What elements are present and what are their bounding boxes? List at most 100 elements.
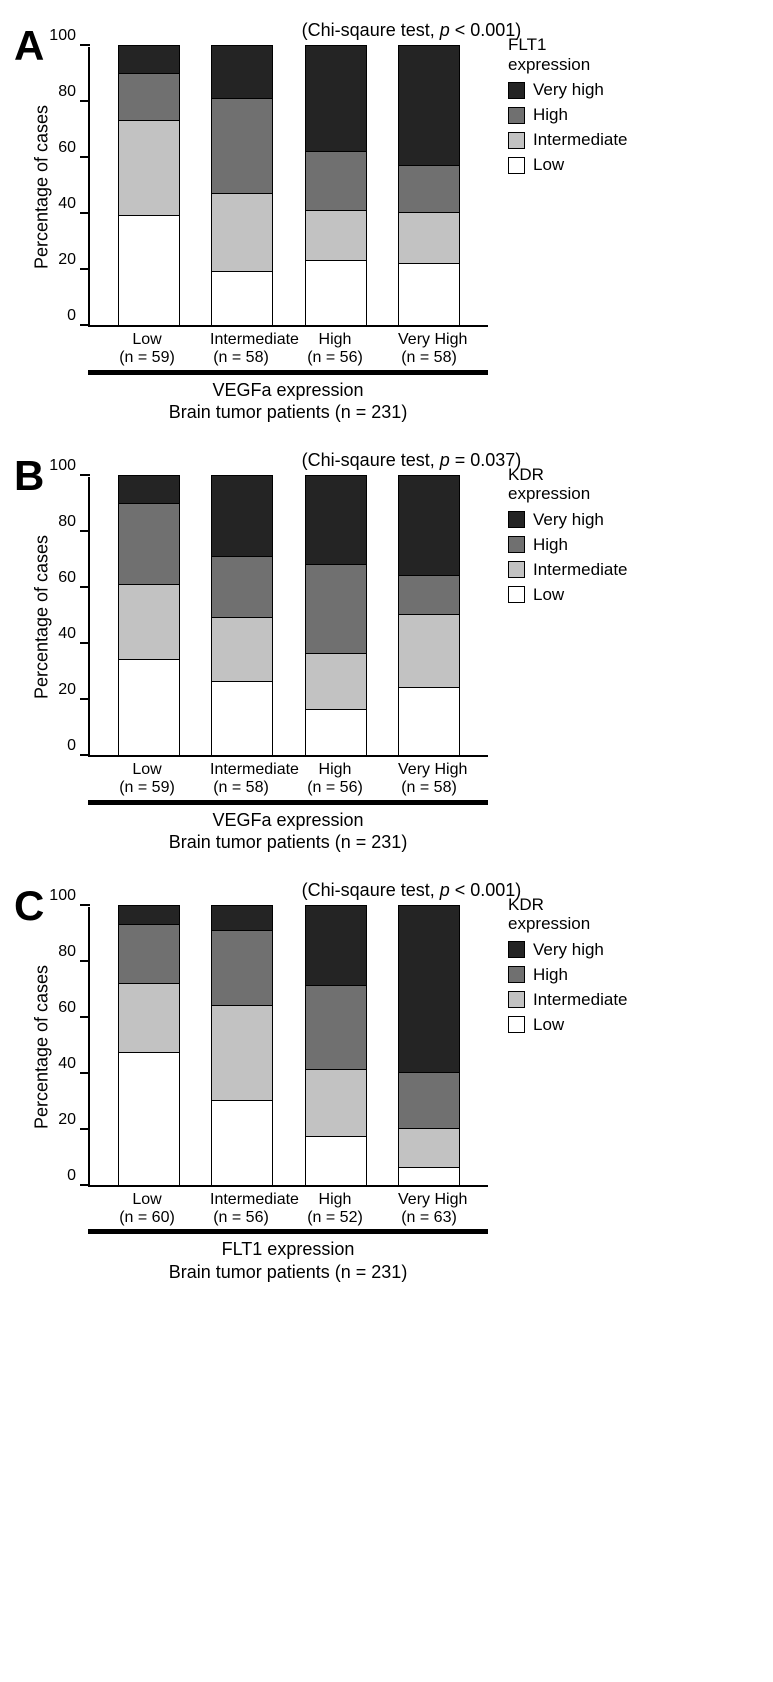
bar-segment bbox=[399, 213, 459, 263]
chart-area: 020406080100 bbox=[88, 477, 488, 757]
bar-segment bbox=[212, 46, 272, 99]
bar-segment bbox=[212, 1006, 272, 1101]
stat-prefix: (Chi-sqaure test, bbox=[302, 450, 440, 470]
x-label-line: (n = 58) bbox=[210, 349, 272, 367]
bar-segment bbox=[119, 476, 179, 504]
chi-square-label: (Chi-sqaure test, p < 0.001) bbox=[10, 880, 763, 901]
x-axis-title-line: Brain tumor patients (n = 231) bbox=[88, 831, 488, 854]
bar-segment bbox=[399, 1168, 459, 1185]
x-axis-title-line: Brain tumor patients (n = 231) bbox=[88, 1261, 488, 1284]
bar-segment bbox=[212, 557, 272, 618]
y-tick-label: 80 bbox=[58, 513, 90, 531]
x-axis-underline bbox=[88, 800, 488, 805]
legend-item: High bbox=[508, 105, 628, 125]
bar-segment bbox=[212, 618, 272, 682]
legend-swatch bbox=[508, 561, 525, 578]
legend-label: Very high bbox=[533, 940, 604, 960]
x-tick-label: Low(n = 60) bbox=[116, 1191, 178, 1228]
bar-segment bbox=[306, 986, 366, 1070]
legend-item: High bbox=[508, 535, 628, 555]
x-tick-label: High(n = 56) bbox=[304, 331, 366, 368]
legend-swatch bbox=[508, 966, 525, 983]
bar-segment bbox=[119, 906, 179, 926]
x-tick-label: Low(n = 59) bbox=[116, 331, 178, 368]
legend-label: Intermediate bbox=[533, 990, 628, 1010]
legend: FLT1expressionVery highHighIntermediateL… bbox=[508, 35, 628, 180]
x-axis-underline bbox=[88, 370, 488, 375]
legend-item: Intermediate bbox=[508, 560, 628, 580]
y-tick-label: 0 bbox=[67, 307, 90, 325]
y-tick-label: 100 bbox=[49, 887, 90, 905]
x-axis-title: FLT1 expressionBrain tumor patients (n =… bbox=[88, 1238, 488, 1283]
x-label-line: Intermediate bbox=[210, 1191, 272, 1209]
bar-segment bbox=[306, 1070, 366, 1137]
x-label-line: (n = 60) bbox=[116, 1209, 178, 1227]
legend: KDRexpressionVery highHighIntermediateLo… bbox=[508, 465, 628, 610]
y-tick-label: 40 bbox=[58, 1055, 90, 1073]
bar-segment bbox=[119, 504, 179, 585]
x-label-line: (n = 63) bbox=[398, 1209, 460, 1227]
stat-p: p bbox=[440, 450, 450, 470]
legend-item: Low bbox=[508, 585, 628, 605]
legend-item: Intermediate bbox=[508, 130, 628, 150]
y-axis-label: Percentage of cases bbox=[32, 535, 53, 699]
y-axis-label: Percentage of cases bbox=[32, 965, 53, 1129]
x-label-line: Very High bbox=[398, 761, 460, 779]
legend-label: Low bbox=[533, 1015, 564, 1035]
legend-title-line: KDR bbox=[508, 895, 628, 915]
bar-segment bbox=[119, 121, 179, 216]
bar-segment bbox=[119, 216, 179, 325]
x-axis-title: VEGFa expressionBrain tumor patients (n … bbox=[88, 379, 488, 424]
legend-swatch bbox=[508, 991, 525, 1008]
y-tick-label: 40 bbox=[58, 195, 90, 213]
stat-p: p bbox=[440, 880, 450, 900]
bar-segment bbox=[212, 272, 272, 325]
x-labels: Low(n = 60)Intermediate(n = 56)High(n = … bbox=[88, 1187, 488, 1228]
panel-A: A(Chi-sqaure test, p < 0.001)Percentage … bbox=[10, 20, 763, 424]
stat-prefix: (Chi-sqaure test, bbox=[302, 20, 440, 40]
x-label-line: High bbox=[304, 761, 366, 779]
x-label-line: High bbox=[304, 1191, 366, 1209]
bar-segment bbox=[399, 46, 459, 166]
x-label-line: (n = 59) bbox=[116, 779, 178, 797]
y-tick-label: 0 bbox=[67, 737, 90, 755]
legend-swatch bbox=[508, 536, 525, 553]
bar-segment bbox=[399, 476, 459, 576]
x-label-line: (n = 58) bbox=[210, 779, 272, 797]
x-tick-label: Intermediate(n = 58) bbox=[210, 331, 272, 368]
x-tick-label: Intermediate(n = 58) bbox=[210, 761, 272, 798]
bar-segment bbox=[306, 261, 366, 325]
bar-segment bbox=[306, 710, 366, 755]
x-label-line: Very High bbox=[398, 331, 460, 349]
x-axis-title-line: VEGFa expression bbox=[88, 809, 488, 832]
legend-title-line: expression bbox=[508, 55, 628, 75]
bar-segment bbox=[399, 615, 459, 688]
bar-segment bbox=[212, 931, 272, 1006]
y-tick-label: 20 bbox=[58, 681, 90, 699]
bar-segment bbox=[306, 476, 366, 565]
legend-item: Very high bbox=[508, 510, 628, 530]
legend-title-line: FLT1 bbox=[508, 35, 628, 55]
legend-label: High bbox=[533, 965, 568, 985]
stacked-bar bbox=[398, 905, 460, 1185]
x-tick-label: Very High(n = 63) bbox=[398, 1191, 460, 1228]
stacked-bar bbox=[398, 475, 460, 755]
bar-segment bbox=[119, 46, 179, 74]
legend-item: Very high bbox=[508, 940, 628, 960]
x-label-line: Low bbox=[116, 331, 178, 349]
legend-swatch bbox=[508, 1016, 525, 1033]
legend: KDRexpressionVery highHighIntermediateLo… bbox=[508, 895, 628, 1040]
bar-segment bbox=[399, 166, 459, 213]
x-tick-label: Very High(n = 58) bbox=[398, 761, 460, 798]
x-axis-title: VEGFa expressionBrain tumor patients (n … bbox=[88, 809, 488, 854]
legend-label: Very high bbox=[533, 510, 604, 530]
bar-segment bbox=[212, 906, 272, 931]
bar-segment bbox=[399, 264, 459, 325]
legend-swatch bbox=[508, 586, 525, 603]
x-labels: Low(n = 59) Intermediate(n = 58) High(n = … bbox=[88, 327, 488, 368]
x-axis-underline bbox=[88, 1229, 488, 1234]
bar-segment bbox=[306, 906, 366, 987]
bar-segment bbox=[212, 194, 272, 272]
bar-segment bbox=[119, 585, 179, 660]
y-tick-label: 80 bbox=[58, 943, 90, 961]
